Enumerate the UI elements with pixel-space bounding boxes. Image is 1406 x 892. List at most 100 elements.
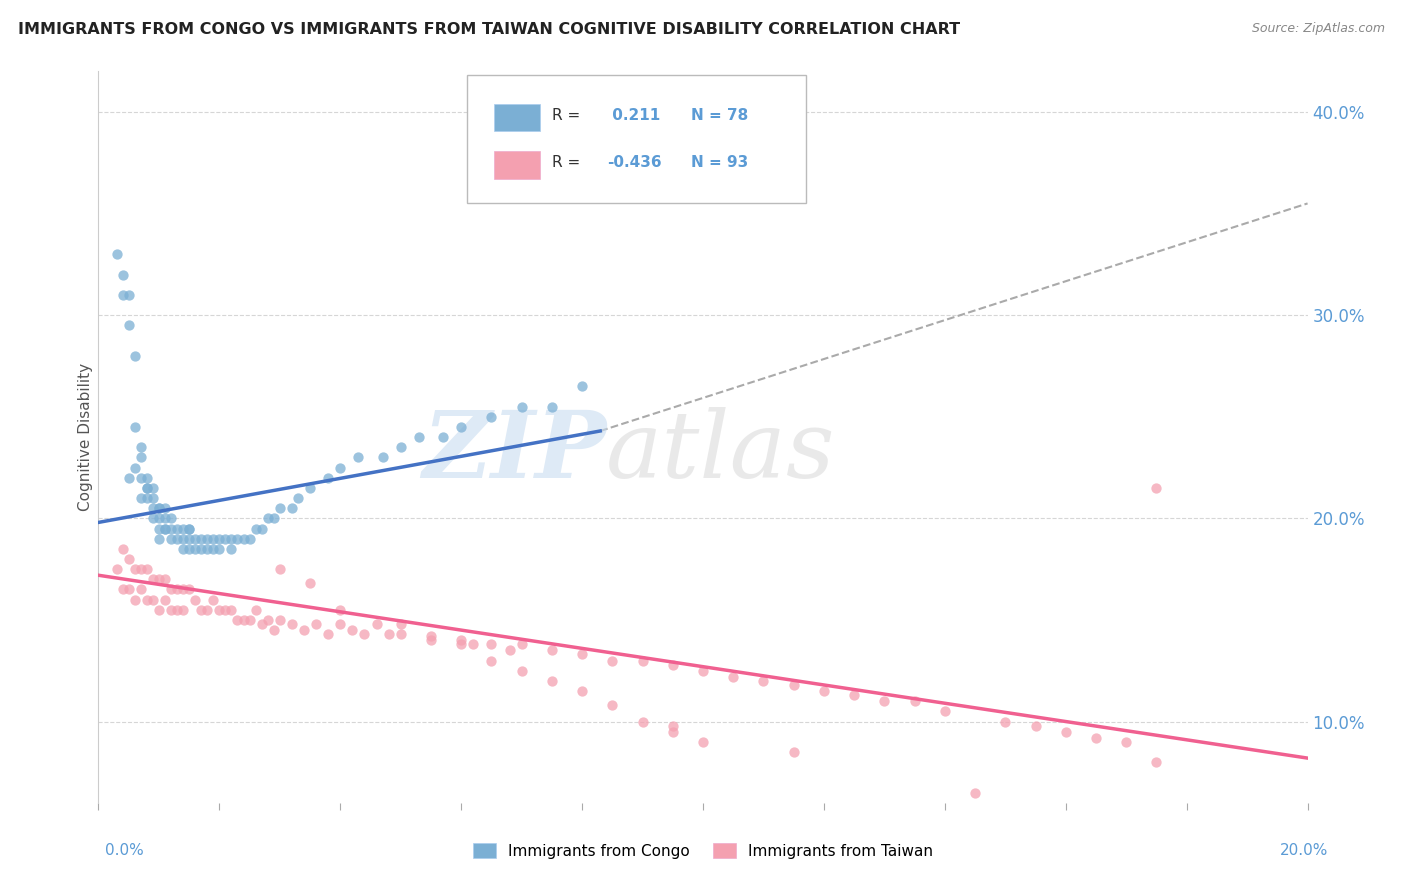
Point bbox=[281, 617, 304, 632]
Text: IMMIGRANTS FROM CONGO VS IMMIGRANTS FROM TAIWAN COGNITIVE DISABILITY CORRELATION: IMMIGRANTS FROM CONGO VS IMMIGRANTS FROM… bbox=[18, 22, 960, 37]
Point bbox=[571, 648, 593, 662]
Point bbox=[661, 718, 683, 732]
Point bbox=[172, 532, 194, 546]
Point bbox=[172, 521, 194, 535]
Point bbox=[263, 623, 285, 637]
Point bbox=[329, 603, 352, 617]
Point bbox=[148, 501, 170, 516]
Point bbox=[281, 501, 304, 516]
Text: atlas: atlas bbox=[606, 407, 835, 497]
Point bbox=[377, 627, 399, 641]
Point bbox=[245, 521, 267, 535]
Point bbox=[179, 541, 201, 556]
Text: N = 93: N = 93 bbox=[690, 155, 748, 170]
Point bbox=[783, 678, 806, 692]
Point bbox=[111, 582, 134, 597]
Point bbox=[135, 471, 157, 485]
Point bbox=[934, 705, 956, 719]
Point bbox=[172, 582, 194, 597]
Point bbox=[179, 521, 201, 535]
Point bbox=[129, 440, 152, 454]
Point bbox=[1144, 755, 1167, 769]
Point bbox=[135, 592, 157, 607]
Point bbox=[148, 511, 170, 525]
Point bbox=[124, 420, 146, 434]
Point bbox=[904, 694, 927, 708]
Point bbox=[166, 582, 188, 597]
Point bbox=[269, 613, 291, 627]
Point bbox=[184, 541, 207, 556]
Point bbox=[873, 694, 896, 708]
Point bbox=[239, 613, 262, 627]
Point bbox=[160, 511, 183, 525]
Point bbox=[389, 440, 412, 454]
Point bbox=[329, 460, 352, 475]
Point bbox=[214, 603, 236, 617]
Point bbox=[226, 532, 249, 546]
Point bbox=[540, 643, 562, 657]
Point bbox=[631, 714, 654, 729]
Point bbox=[450, 637, 472, 651]
Text: R =: R = bbox=[551, 155, 581, 170]
Point bbox=[190, 603, 212, 617]
Point bbox=[263, 511, 285, 525]
Point bbox=[602, 698, 624, 713]
Point bbox=[184, 592, 207, 607]
Point bbox=[153, 521, 176, 535]
Point bbox=[129, 450, 152, 465]
Point bbox=[353, 627, 375, 641]
Point bbox=[105, 562, 128, 576]
Point bbox=[148, 501, 170, 516]
Point bbox=[723, 670, 745, 684]
Point bbox=[221, 541, 243, 556]
Point bbox=[135, 481, 157, 495]
Point bbox=[510, 400, 533, 414]
Point bbox=[195, 532, 218, 546]
Point bbox=[179, 532, 201, 546]
Point bbox=[195, 603, 218, 617]
Point bbox=[256, 613, 278, 627]
Text: -0.436: -0.436 bbox=[607, 155, 662, 170]
Point bbox=[135, 562, 157, 576]
Point bbox=[661, 657, 683, 672]
Point bbox=[208, 541, 231, 556]
Point bbox=[142, 501, 165, 516]
Point bbox=[160, 603, 183, 617]
Point bbox=[692, 664, 714, 678]
Point bbox=[1054, 724, 1077, 739]
Point bbox=[420, 629, 443, 643]
Point bbox=[202, 592, 225, 607]
Point bbox=[179, 521, 201, 535]
Point bbox=[172, 541, 194, 556]
Point bbox=[1024, 718, 1046, 732]
Point bbox=[195, 541, 218, 556]
Point bbox=[571, 379, 593, 393]
Point bbox=[118, 582, 141, 597]
Point bbox=[118, 552, 141, 566]
Point bbox=[540, 400, 562, 414]
Point bbox=[214, 532, 236, 546]
Point bbox=[347, 450, 370, 465]
Point bbox=[463, 637, 485, 651]
Bar bbox=[494, 103, 540, 131]
FancyBboxPatch shape bbox=[467, 75, 806, 203]
Point bbox=[221, 532, 243, 546]
Point bbox=[420, 633, 443, 648]
Text: 0.211: 0.211 bbox=[607, 108, 661, 123]
Point bbox=[371, 450, 394, 465]
Point bbox=[631, 654, 654, 668]
Point bbox=[432, 430, 454, 444]
Point bbox=[153, 511, 176, 525]
Point bbox=[844, 688, 866, 702]
Point bbox=[153, 501, 176, 516]
Point bbox=[221, 603, 243, 617]
Point bbox=[148, 603, 170, 617]
Point bbox=[148, 572, 170, 586]
Bar bbox=[494, 151, 540, 179]
Point bbox=[250, 521, 273, 535]
Point bbox=[239, 532, 262, 546]
Point bbox=[111, 541, 134, 556]
Point bbox=[166, 521, 188, 535]
Point bbox=[752, 673, 775, 688]
Point bbox=[245, 603, 267, 617]
